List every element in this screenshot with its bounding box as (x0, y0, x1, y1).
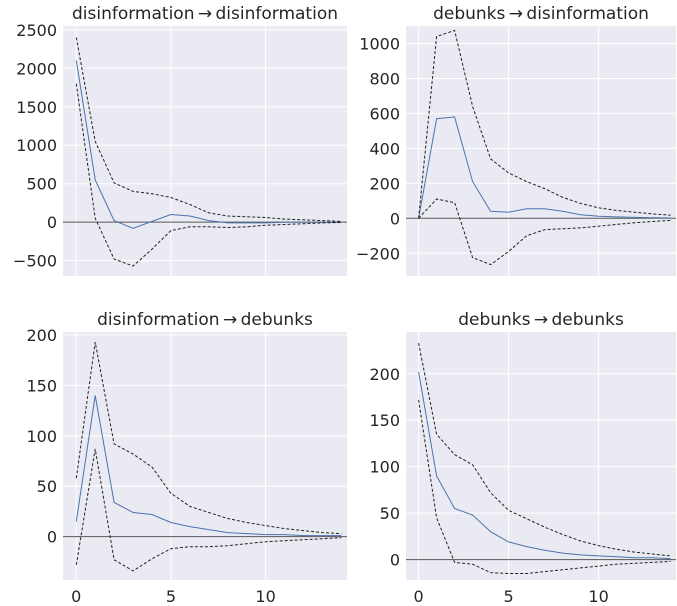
y-tick-label: 1500 (16, 98, 57, 117)
x-tick-label: 10 (255, 587, 275, 606)
x-tick-label: 0 (71, 587, 81, 606)
plot-area (406, 26, 676, 276)
y-tick-label: 0 (390, 551, 400, 570)
panel-title: debunks → debunks (458, 310, 624, 330)
y-tick-label: 500 (26, 175, 57, 194)
panel-debunks-disinfo: −200 0 200 400 600 800 1000 debunks → disinform… (356, 4, 676, 276)
x-tick-label: 5 (166, 587, 176, 606)
x-tick-label: 5 (504, 587, 514, 606)
y-tick-label: 800 (369, 69, 400, 88)
irf-line (418, 371, 671, 560)
y-tick-label: 200 (369, 365, 400, 384)
y-tick-label: 1000 (16, 136, 57, 155)
y-tick-label: 100 (26, 427, 57, 446)
y-tick-label: 2500 (16, 21, 57, 40)
confidence-band-upper (418, 29, 671, 219)
confidence-band-lower (75, 448, 342, 572)
panel-disinfo-disinfo: −500 0 500 1000 1500 2000 2500 disinformation →… (13, 4, 347, 276)
confidence-band-upper (75, 342, 342, 535)
y-tick-label: 0 (47, 213, 57, 232)
y-tick-label: 200 (26, 326, 57, 345)
plot-area (63, 332, 347, 580)
confidence-band-lower (75, 83, 342, 267)
y-tick-label: 400 (369, 139, 400, 158)
y-tick-label: 150 (369, 411, 400, 430)
y-tick-label: 200 (369, 174, 400, 193)
x-tick-label: 0 (414, 587, 424, 606)
irf-line (418, 116, 671, 219)
y-tick-label: 50 (37, 477, 57, 496)
confidence-band-upper (418, 343, 671, 557)
panel-title: disinformation → debunks (97, 310, 313, 330)
confidence-band-lower (418, 198, 671, 266)
y-tick-label: 0 (47, 528, 57, 547)
irf-line (75, 60, 342, 229)
plot-area (63, 26, 347, 276)
y-tick-label: 1000 (359, 34, 400, 53)
panel-title: debunks → disinformation (433, 4, 649, 24)
y-tick-label: 50 (380, 504, 400, 523)
panel-disinfo-debunks: 0 50 100 150 200 0 5 10 disinformation → debunks (26, 310, 347, 606)
y-tick-label: 600 (369, 104, 400, 123)
confidence-band-upper (75, 37, 342, 222)
x-tick-label: 10 (588, 587, 608, 606)
panel-debunks-debunks: 0 50 100 150 200 0 5 10 debunks → debunks (369, 310, 676, 606)
irf-line (75, 395, 342, 537)
y-tick-label: 100 (369, 458, 400, 477)
panel-title: disinformation → disinformation (72, 4, 338, 24)
y-tick-label: 150 (26, 376, 57, 395)
y-tick-label: −200 (356, 244, 400, 263)
y-tick-label: 0 (390, 209, 400, 228)
y-tick-label: −500 (13, 252, 57, 271)
y-tick-label: 2000 (16, 59, 57, 78)
